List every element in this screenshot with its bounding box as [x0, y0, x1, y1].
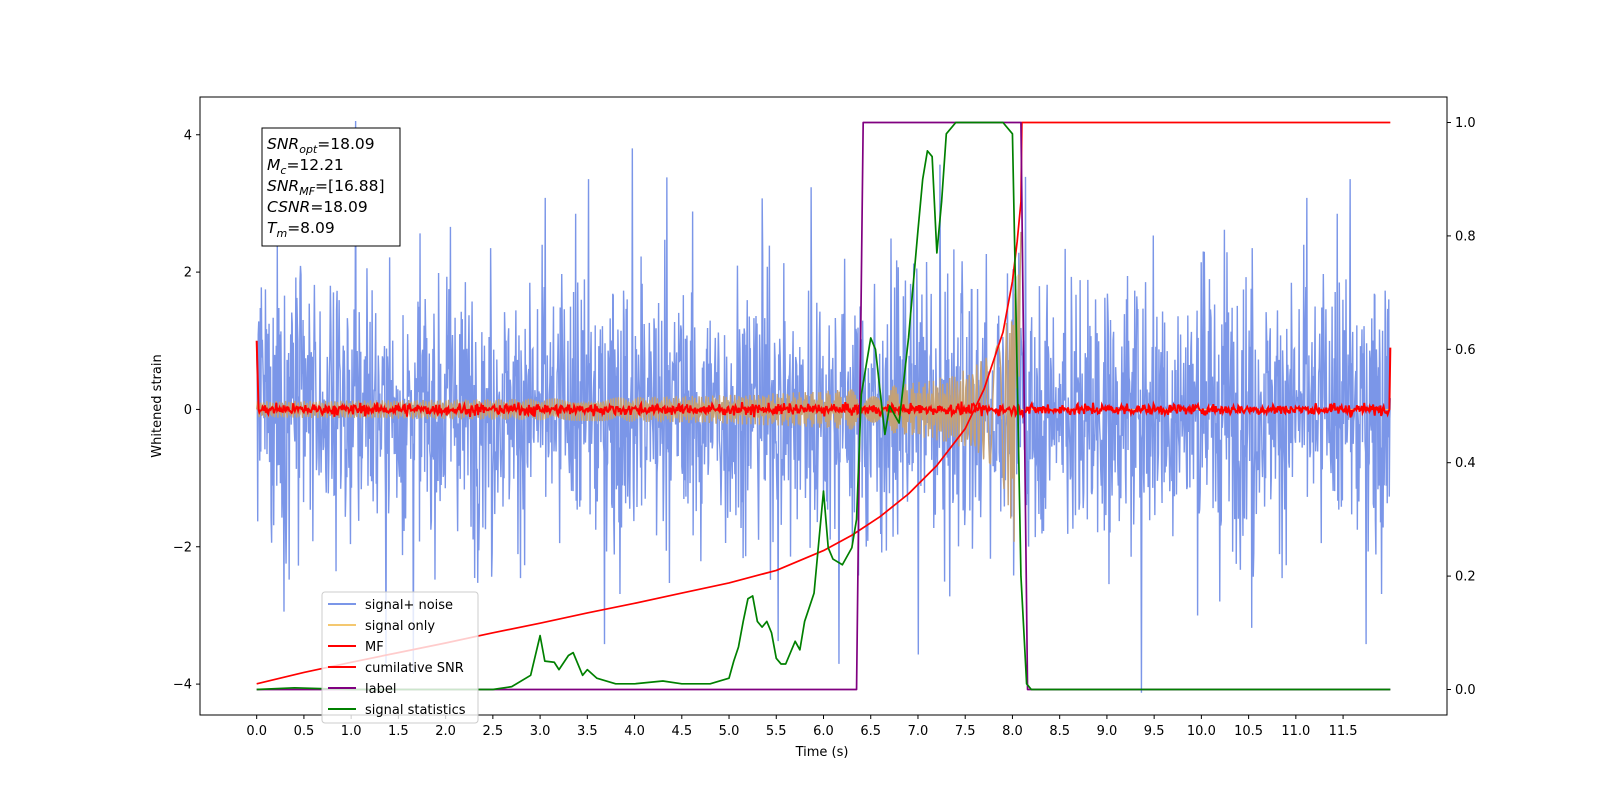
legend-label-signal-statistics: signal statistics [365, 703, 466, 718]
series-mf [255, 340, 1392, 419]
y2-tick-label: 0.6 [1455, 343, 1476, 358]
x-tick-label: 2.5 [483, 724, 504, 739]
x-tick-label: 5.5 [766, 724, 787, 739]
x-tick-label: 3.0 [530, 724, 551, 739]
y2-tick-label: 0.2 [1455, 570, 1476, 585]
annotation-box: SNRopt=18.09 Mc=12.21 SNRMF=[16.88] CSNR… [261, 127, 401, 247]
legend-entry-cumulative-snr: cumilative SNR [328, 661, 464, 676]
x-tick-label: 11.5 [1329, 724, 1358, 739]
annotation-mc: Mc=12.21 [267, 156, 344, 177]
x-tick-label: 1.5 [388, 724, 409, 739]
y-tick-label: −2 [173, 540, 192, 555]
legend-label-signal-noise: signal+ noise [365, 598, 453, 613]
legend-entry-signal-statistics: signal statistics [328, 703, 466, 718]
x-tick-label: 6.0 [813, 724, 834, 739]
legend-label-label: label [365, 682, 396, 697]
legend-entry-mf: MF [328, 640, 384, 655]
y2-tick-label: 0.8 [1455, 229, 1476, 244]
x-axis-label: Time (s) [795, 745, 849, 760]
annotation-csnr: CSNR=18.09 [267, 198, 368, 216]
y-axis-ticks: 4 2 0 −2 −4 [173, 128, 200, 693]
annotation-snr-opt: SNRopt=18.09 [267, 135, 375, 156]
legend-entry-signal-noise: signal+ noise [328, 598, 453, 613]
legend-label-signal-only: signal only [365, 619, 435, 634]
x-tick-label: 6.5 [860, 724, 881, 739]
legend: signal+ noise signal only MF cumilative … [321, 591, 479, 724]
annotation-snr-mf: SNRMF=[16.88] [267, 177, 385, 198]
series-signal-statistics [256, 121, 1391, 691]
x-tick-label: 2.0 [435, 724, 456, 739]
legend-label-cumulative-snr: cumilative SNR [365, 661, 464, 676]
legend-frame [321, 591, 479, 724]
x-tick-label: 9.5 [1144, 724, 1165, 739]
x-tick-label: 3.5 [577, 724, 598, 739]
y2-tick-label: 0.4 [1455, 456, 1476, 471]
x-tick-label: 10.5 [1234, 724, 1263, 739]
x-tick-label: 1.0 [341, 724, 362, 739]
y-tick-label: 2 [184, 266, 192, 281]
legend-entry-label: label [328, 682, 396, 697]
legend-label-mf: MF [365, 640, 384, 655]
y-tick-label: 4 [184, 128, 192, 143]
x-tick-label: 0.5 [294, 724, 315, 739]
y-axis-label: Whitened strain [150, 354, 165, 457]
y-tick-label: 0 [184, 403, 192, 418]
x-tick-label: 11.0 [1281, 724, 1310, 739]
x-tick-label: 0.0 [246, 724, 267, 739]
x-tick-label: 7.0 [908, 724, 929, 739]
y-tick-label: −4 [173, 678, 192, 693]
series-layer [255, 121, 1392, 693]
x-tick-label: 4.5 [671, 724, 692, 739]
x-tick-label: 10.0 [1187, 724, 1216, 739]
x-tick-label: 7.5 [955, 724, 976, 739]
y2-axis-ticks: 1.0 0.8 0.6 0.4 0.2 0.0 [1447, 116, 1476, 698]
x-tick-label: 8.5 [1049, 724, 1070, 739]
y2-tick-label: 1.0 [1455, 116, 1476, 131]
annotation-tm: Tm=8.09 [267, 219, 335, 240]
legend-entry-signal-only: signal only [328, 619, 435, 634]
x-tick-label: 8.0 [1002, 724, 1023, 739]
x-tick-label: 5.0 [719, 724, 740, 739]
x-tick-label: 9.0 [1097, 724, 1118, 739]
x-axis-ticks: 0.0 0.5 1.0 1.5 2.0 2.5 3.0 3.5 4.0 4.5 5.0 5.5 6.0 6… [246, 715, 1358, 739]
x-tick-label: 4.0 [624, 724, 645, 739]
y2-tick-label: 0.0 [1455, 683, 1476, 698]
annotation-frame [261, 127, 401, 247]
